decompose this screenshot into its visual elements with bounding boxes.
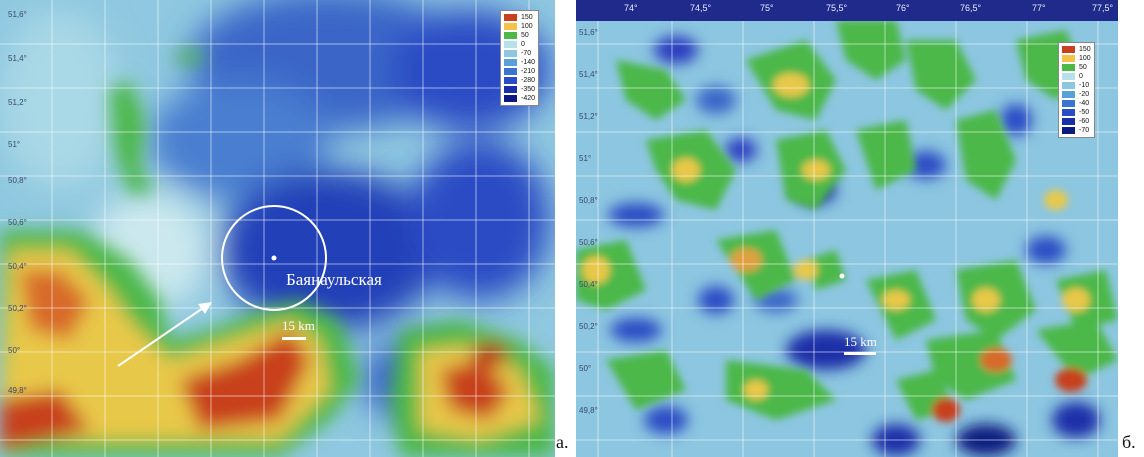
legend-item: -140 (504, 58, 535, 67)
lat-label: 50,6° (8, 218, 27, 227)
legend-b: 150 100 50 0 -10 -20 -40 -50 -60 -70 (1058, 42, 1095, 138)
lat-label: 50,8° (579, 196, 598, 205)
legend-a: 150 100 50 0 -70 -140 -210 -280 -350 -42… (500, 10, 540, 106)
lat-label: 50,6° (579, 238, 598, 247)
legend-item: 150 (504, 13, 535, 22)
lon-label: 76° (896, 3, 910, 13)
lon-label: 75,5° (826, 3, 848, 13)
legend-item: 100 (1062, 54, 1091, 63)
lat-label: 51,2° (8, 98, 27, 107)
legend-item: -50 (1062, 108, 1091, 117)
lon-label: 77° (1032, 3, 1046, 13)
lon-label: 75° (760, 3, 774, 13)
legend-item: 50 (504, 31, 535, 40)
lat-label: 51,2° (579, 112, 598, 121)
legend-item: -280 (504, 76, 535, 85)
legend-item: 0 (504, 40, 535, 49)
legend-item: -350 (504, 85, 535, 94)
scale-bar (844, 352, 876, 355)
map-panel-b: 74° 74,5° 75° 75,5° 76° 76,5° 77° 77,5° … (576, 0, 1118, 457)
longitude-axis: 74° 74,5° 75° 75,5° 76° 76,5° 77° 77,5° (576, 0, 1118, 21)
lat-label: 50° (8, 346, 21, 355)
anomaly-map-b (576, 0, 1118, 457)
scale-bar (282, 337, 306, 340)
station-ring (221, 205, 327, 311)
panel-letter-b: б. (1122, 432, 1136, 452)
place-name-label: Баянаульская (286, 270, 382, 289)
lon-label: 76,5° (960, 3, 982, 13)
lon-label: 74,5° (690, 3, 712, 13)
anomaly-map-a (0, 0, 555, 457)
lat-label: 51,4° (579, 70, 598, 79)
lat-label: 50,2° (579, 322, 598, 331)
lat-label: 51,6° (579, 28, 598, 37)
legend-item: 100 (504, 22, 535, 31)
lat-label: 50,2° (8, 304, 27, 313)
lat-label: 50,4° (579, 280, 598, 289)
lat-label: 50° (579, 364, 592, 373)
legend-item: -20 (1062, 90, 1091, 99)
map-panel-a: 51,6° 51,4° 51,2° 51° 50,8° 50,6° 50,4° … (0, 0, 555, 457)
legend-item: -60 (1062, 117, 1091, 126)
legend-item: -70 (504, 49, 535, 58)
scale-label: 15 km (844, 334, 877, 349)
legend-item: -70 (1062, 126, 1091, 135)
lat-label: 51° (579, 154, 592, 163)
lat-label: 49,8° (579, 406, 598, 415)
lat-label: 51° (8, 140, 21, 149)
legend-item: 50 (1062, 63, 1091, 72)
legend-item: 150 (1062, 45, 1091, 54)
scale-label: 15 km (282, 318, 315, 333)
lat-label: 50,8° (8, 176, 27, 185)
panel-letter-a: а. (556, 432, 569, 452)
legend-item: -40 (1062, 99, 1091, 108)
lat-label: 51,4° (8, 54, 27, 63)
lat-label: 49,8° (8, 386, 27, 395)
legend-item: -10 (1062, 81, 1091, 90)
legend-item: 0 (1062, 72, 1091, 81)
lat-label: 51,6° (8, 10, 27, 19)
lat-label: 50,4° (8, 262, 27, 271)
direction-arrow (117, 305, 207, 367)
lon-label: 74° (624, 3, 638, 13)
lon-label: 77,5° (1092, 3, 1114, 13)
station-point (271, 255, 277, 261)
station-point (839, 273, 845, 279)
legend-item: -420 (504, 94, 535, 103)
arrow-head (198, 302, 212, 314)
legend-item: -210 (504, 67, 535, 76)
